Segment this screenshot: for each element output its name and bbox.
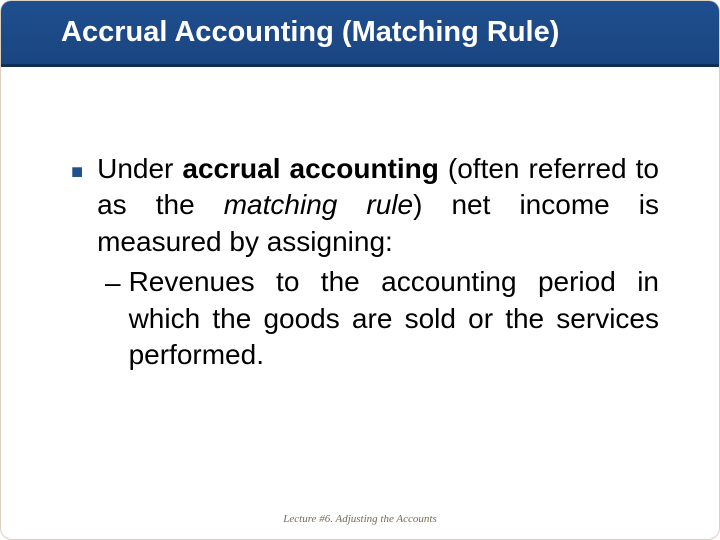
- term-matching-rule: matching rule: [224, 189, 413, 220]
- title-bar: Accrual Accounting (Matching Rule): [1, 1, 719, 67]
- sub-bullet-item: – Revenues to the accounting period in w…: [105, 264, 659, 373]
- text-lead: Under: [97, 153, 182, 184]
- slide-container: Accrual Accounting (Matching Rule) ■ Und…: [0, 0, 720, 540]
- sub-bullet-text: Revenues to the accounting period in whi…: [129, 264, 659, 373]
- square-bullet-icon: ■: [71, 153, 83, 191]
- bullet-text: Under accrual accounting (often referred…: [97, 151, 659, 260]
- dash-bullet-icon: –: [105, 264, 121, 302]
- slide-title: Accrual Accounting (Matching Rule): [61, 16, 559, 49]
- slide-body: ■ Under accrual accounting (often referr…: [71, 151, 659, 373]
- term-accrual-accounting: accrual accounting: [182, 153, 438, 184]
- slide-footer: Lecture #6. Adjusting the Accounts: [1, 513, 719, 525]
- bullet-item: ■ Under accrual accounting (often referr…: [71, 151, 659, 260]
